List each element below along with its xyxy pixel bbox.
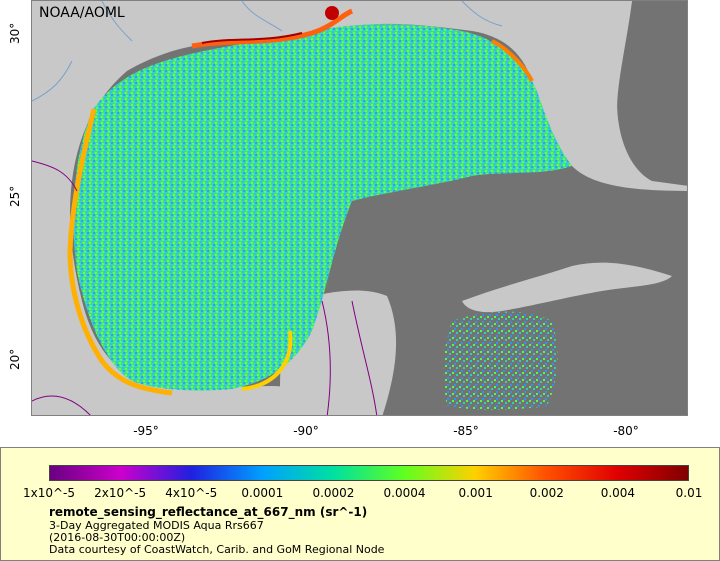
colorbar-tick-label: 0.0004 [383, 486, 426, 500]
florida [530, 1, 632, 176]
credit-label: NOAA/AOML [39, 5, 125, 21]
coastal-fringe-florida [491, 39, 534, 82]
colorbar-tick-label: 4x10^-5 [165, 486, 218, 500]
colorbar-tick-label: 0.0001 [241, 486, 284, 500]
colorbar-tick-label: 0.01 [675, 486, 703, 500]
lon-label-85: -85° [453, 424, 479, 438]
colorbar-tick-label: 0.001 [458, 486, 493, 500]
mississippi-plume [325, 6, 339, 20]
coastal-fringe [191, 8, 354, 49]
lat-label-25: 25° [8, 185, 22, 207]
lon-label-95: -95° [133, 424, 159, 438]
gulf-of-mexico-map [32, 1, 687, 415]
cuba [462, 262, 672, 313]
legend-credit: Data courtesy of CoastWatch, Carib. and … [49, 543, 385, 556]
lat-label-30: 30° [8, 22, 22, 44]
colorbar-tick-label: 1x10^-5 [22, 486, 76, 500]
legend-time: (2016-08-30T00:00:00Z) [49, 531, 186, 544]
river [32, 1, 503, 102]
legend-dataset: 3-Day Aggregated MODIS Aqua Rrs667 [49, 519, 264, 532]
reflectance-field [73, 24, 573, 391]
coastal-fringe-texas [67, 108, 173, 396]
coastal-fringe-dark [201, 32, 303, 44]
border [32, 160, 378, 415]
caribbean-data [443, 311, 558, 410]
map-panel: NOAA/AOML [31, 0, 688, 416]
colorbar-tick-label: 0.0002 [312, 486, 355, 500]
lon-label-90: -90° [293, 424, 319, 438]
coastal-fringe-yucatan [241, 330, 293, 391]
colorbar-tick-label: 2x10^-5 [94, 486, 147, 500]
lon-label-80: -80° [613, 424, 639, 438]
lat-label-20: 20° [8, 348, 22, 370]
colorbar-tick-label: 0.004 [600, 486, 636, 500]
legend-title: remote_sensing_reflectance_at_667_nm (sr… [49, 505, 368, 519]
colorbar [49, 465, 689, 481]
legend-panel: 1x10^-5 2x10^-5 4x10^-5 0.0001 0.0002 0.0004 0… [0, 447, 720, 561]
atlantic-water [617, 1, 687, 186]
colorbar-tick-label: 0.002 [529, 486, 564, 500]
